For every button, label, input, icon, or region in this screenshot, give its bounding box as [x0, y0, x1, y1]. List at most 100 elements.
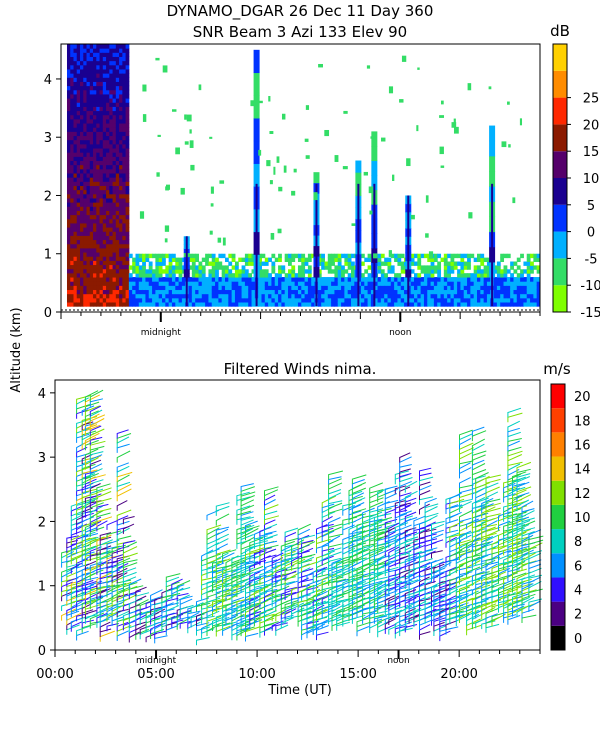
snr-cell	[86, 48, 91, 53]
snr-cell	[93, 297, 97, 303]
snr-cell	[477, 289, 481, 295]
snr-cell	[337, 285, 342, 291]
snr-cell	[278, 289, 282, 295]
snr-cell	[106, 202, 110, 207]
snr-cell	[93, 281, 97, 286]
snr-cell	[70, 56, 75, 62]
snr-cell	[112, 118, 117, 124]
snr-cell	[394, 257, 398, 263]
snr-cell	[493, 285, 498, 291]
snr-speckle	[210, 203, 214, 207]
snr-cell	[73, 110, 78, 116]
snr-cell	[135, 302, 140, 307]
snr-cell	[76, 98, 81, 103]
snr-cell	[80, 118, 84, 124]
snr-cell	[83, 64, 88, 70]
snr-cell	[427, 281, 432, 286]
snr-cell	[89, 93, 94, 99]
snr-cell	[244, 293, 249, 299]
snr-cell	[83, 81, 88, 87]
snr-cell	[109, 256, 114, 261]
snr-speckle	[266, 160, 271, 167]
snr-cell	[89, 235, 94, 241]
snr-cell	[351, 261, 355, 266]
snr-cell	[122, 227, 127, 232]
winds-colorbar-swatch	[551, 480, 565, 505]
snr-cell	[99, 293, 104, 299]
snr-cell	[83, 260, 88, 266]
snr-cell	[122, 173, 127, 178]
snr-cell	[73, 181, 78, 186]
snr-cell	[158, 281, 163, 286]
snr-cell	[453, 289, 458, 295]
snr-cell	[66, 264, 71, 270]
snr-cell	[526, 281, 531, 286]
snr-cell	[394, 285, 398, 291]
snr-cell	[93, 239, 97, 245]
snr-cell	[291, 257, 296, 263]
snr-cell	[66, 81, 71, 87]
snr-cell	[112, 177, 117, 182]
wind-barb	[106, 519, 119, 530]
snr-cell	[122, 210, 127, 216]
snr-cell	[208, 281, 213, 286]
wind-barb	[116, 500, 128, 511]
snr-cell	[99, 168, 104, 174]
snr-cell	[86, 156, 91, 162]
snr-cell	[430, 265, 435, 270]
snr-cell	[83, 173, 88, 178]
snr-cell	[374, 289, 379, 295]
snr-cell	[354, 285, 359, 291]
snr-cell	[106, 185, 110, 191]
wind-barb	[384, 499, 399, 509]
wind-barb	[377, 612, 392, 623]
snr-cell	[181, 281, 186, 286]
wind-barb	[471, 478, 485, 490]
snr-cell	[89, 48, 94, 53]
snr-cell	[457, 289, 461, 295]
snr-cell	[301, 257, 306, 263]
snr-cell	[115, 272, 120, 278]
snr-cell	[89, 85, 94, 91]
snr-cell	[175, 269, 180, 274]
snr-cell	[115, 89, 120, 95]
snr-cell	[76, 143, 81, 149]
snr-cell	[354, 281, 359, 286]
snr-cell	[73, 168, 78, 174]
snr-cell	[516, 273, 521, 278]
snr-cell	[453, 285, 458, 291]
snr-cell	[86, 106, 91, 112]
snr-cell	[423, 281, 428, 286]
snr-cell	[148, 253, 153, 259]
wind-barb	[249, 537, 264, 548]
snr-cell	[334, 293, 339, 299]
snr-cell	[178, 289, 183, 295]
wind-barb	[222, 549, 237, 559]
snr-cell	[221, 281, 226, 286]
snr-speckle	[467, 83, 472, 91]
snr-cell	[377, 302, 382, 307]
snr-cell	[367, 265, 372, 270]
snr-cell	[115, 302, 120, 307]
snr-cell	[109, 160, 114, 166]
snr-cell	[470, 302, 475, 307]
snr-cell	[73, 206, 78, 211]
snr-speckle	[392, 174, 395, 181]
snr-cell	[437, 253, 442, 259]
snr-cell	[109, 98, 114, 103]
snr-cell	[89, 44, 94, 49]
wind-barb	[377, 626, 391, 638]
snr-cell	[347, 289, 352, 295]
snr-cell	[248, 289, 253, 295]
snr-cell	[70, 239, 75, 245]
snr-cell	[278, 297, 282, 303]
snr-cell	[423, 289, 428, 295]
snr-speckle	[164, 225, 170, 232]
snr-cell	[89, 289, 94, 295]
snr-cell	[106, 243, 110, 249]
snr-cell	[86, 277, 91, 282]
snr-cell	[523, 261, 528, 266]
snr-cell	[417, 273, 422, 278]
snr-cell	[106, 272, 110, 278]
snr-cell	[125, 118, 130, 124]
